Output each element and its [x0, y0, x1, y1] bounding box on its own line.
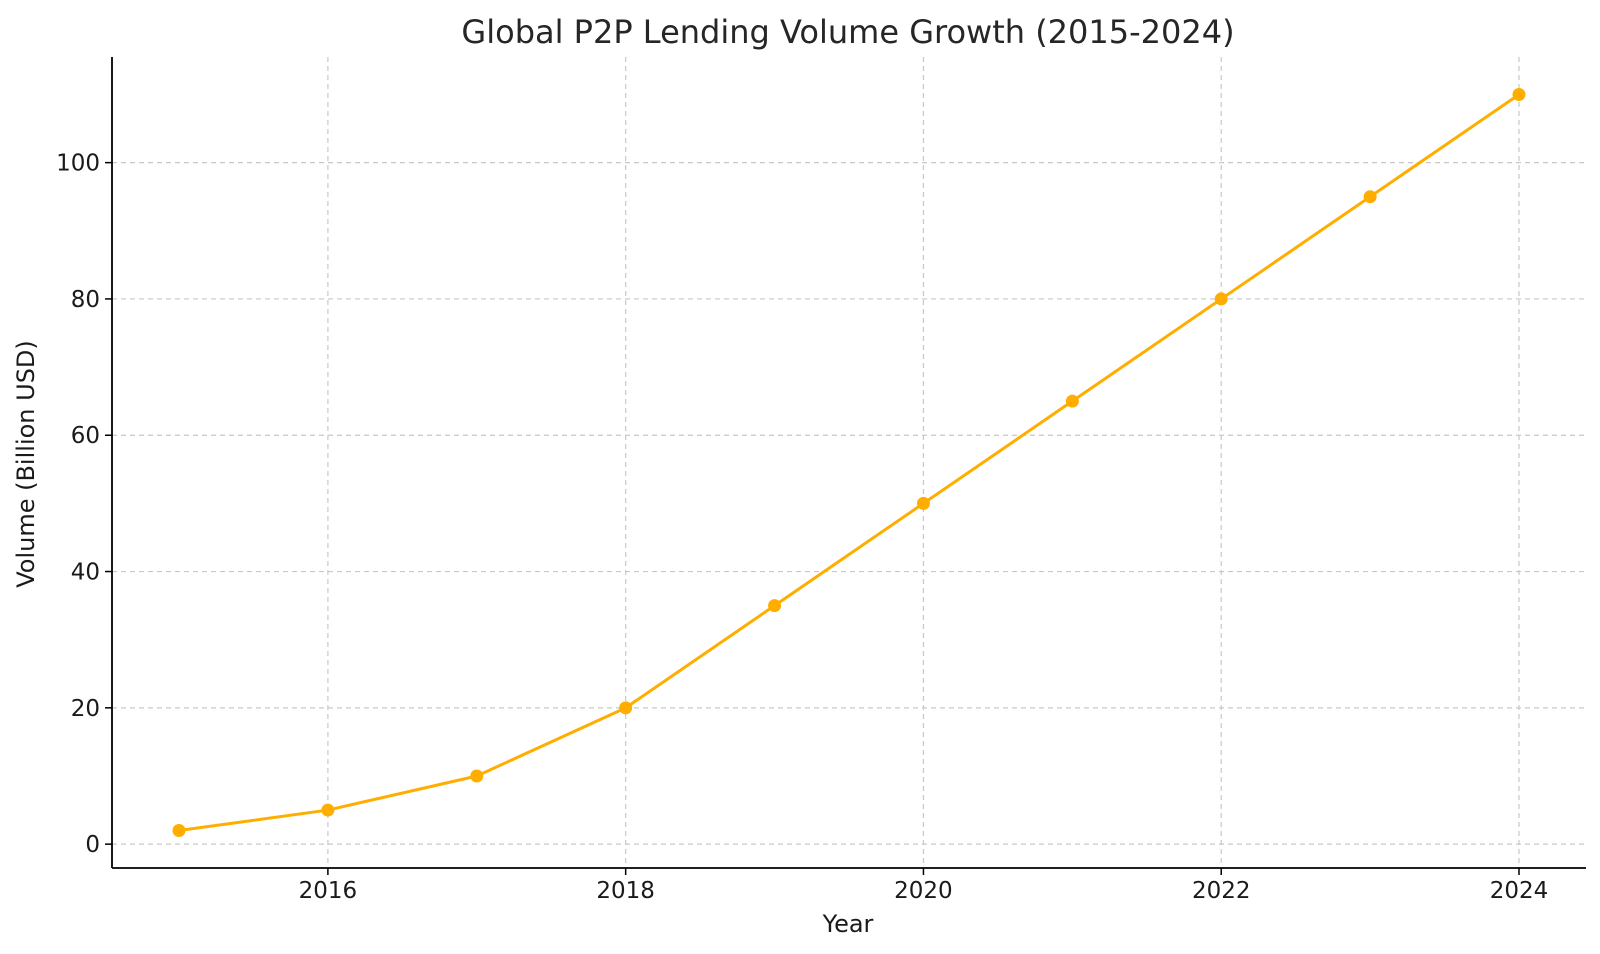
data-point: [768, 599, 782, 613]
y-tick-label: 100: [56, 151, 100, 177]
axes: [111, 57, 1586, 869]
ticks: 2016 2018 2020 2022 2024 0 20 40 60 80 100: [56, 151, 1548, 904]
series: [172, 87, 1526, 838]
chart-title: Global P2P Lending Volume Growth (2015-2…: [461, 13, 1234, 51]
data-point: [470, 769, 484, 783]
series-line: [178, 93, 1520, 833]
y-tick-label: 40: [71, 560, 100, 586]
x-tick-label: 2024: [1490, 878, 1549, 904]
grid: [112, 57, 1586, 868]
x-tick-label: 2022: [1192, 878, 1251, 904]
data-point: [172, 824, 186, 838]
data-point: [916, 496, 930, 510]
data-point: [1363, 190, 1377, 204]
y-tick-label: 80: [71, 287, 100, 313]
x-tick-label: 2016: [299, 878, 358, 904]
y-axis-label: Volume (Billion USD): [12, 340, 40, 588]
data-point: [1065, 394, 1079, 408]
x-axis-label: Year: [822, 910, 874, 938]
data-point: [1214, 292, 1228, 306]
x-tick-label: 2018: [596, 878, 655, 904]
x-tick-label: 2020: [894, 878, 953, 904]
y-tick-label: 60: [71, 423, 100, 449]
y-tick-label: 20: [71, 696, 100, 722]
data-point: [321, 803, 335, 817]
y-tick-label: 0: [85, 832, 100, 858]
data-point: [1512, 87, 1526, 101]
data-point: [619, 701, 633, 715]
